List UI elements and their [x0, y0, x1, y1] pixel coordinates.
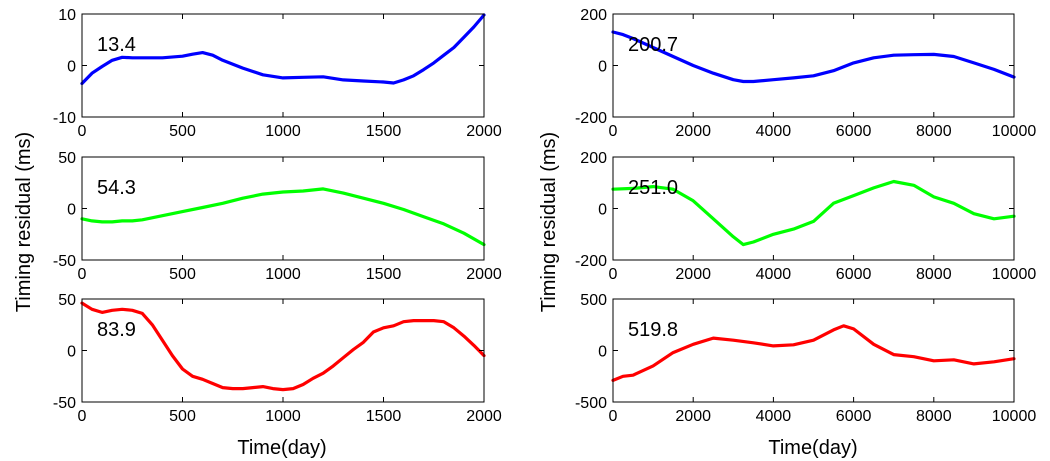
panel-annotation: 200.7 — [628, 34, 678, 56]
series-line-6-1 — [611, 324, 1016, 382]
axes-frame — [612, 298, 1015, 403]
panel-annotation: 83.9 — [97, 319, 136, 341]
x-tick-label: 6000 — [836, 123, 872, 140]
axes-frame — [612, 156, 1015, 261]
y-tick-label: -200 — [575, 253, 607, 270]
x-tick-label: 6000 — [836, 266, 872, 283]
x-tick-label: 8000 — [916, 123, 952, 140]
y-tick-label: 200 — [580, 7, 607, 24]
x-tick-label: 1000 — [265, 266, 301, 283]
x-tick-label: 0 — [609, 123, 618, 140]
x-tick-label: 8000 — [916, 408, 952, 425]
x-tick-label: 500 — [169, 123, 196, 140]
x-tick-label: 2000 — [675, 266, 711, 283]
y-tick-label: -50 — [53, 253, 76, 270]
series-line-3-1 — [80, 301, 486, 392]
x-tick-label: 1000 — [265, 123, 301, 140]
y-axis-label-left: Timing residual (ms) — [13, 132, 35, 312]
x-tick-label: 1000 — [265, 408, 301, 425]
x-tick-label: 1500 — [366, 408, 402, 425]
x-tick-label: 2000 — [466, 266, 502, 283]
y-tick-label: 0 — [598, 59, 607, 76]
x-tick-label: 0 — [78, 408, 87, 425]
y-tick-label: 50 — [58, 292, 76, 309]
series-line-4-1 — [611, 30, 1016, 84]
y-tick-label: 10 — [58, 7, 76, 24]
x-tick-label: 10000 — [992, 408, 1037, 425]
axes-frame — [612, 13, 1015, 118]
y-tick-label: 0 — [598, 344, 607, 361]
x-tick-label: 0 — [78, 266, 87, 283]
y-tick-label: 500 — [580, 292, 607, 309]
panel-annotation: 519.8 — [628, 319, 678, 341]
x-axis-label-right: Time(day) — [768, 437, 857, 459]
panel-annotation: 13.4 — [97, 34, 136, 56]
y-axis-label-right: Timing residual (ms) — [538, 132, 560, 312]
x-tick-label: 500 — [169, 408, 196, 425]
y-tick-label: -200 — [575, 110, 607, 127]
x-tick-label: 6000 — [836, 408, 872, 425]
x-tick-label: 0 — [78, 123, 87, 140]
x-tick-label: 2000 — [675, 408, 711, 425]
x-tick-label: 4000 — [756, 123, 792, 140]
y-tick-label: 200 — [580, 150, 607, 167]
x-tick-label: 2000 — [466, 123, 502, 140]
series-line-1-1 — [80, 13, 486, 86]
y-tick-label: 0 — [67, 59, 76, 76]
x-tick-label: 8000 — [916, 266, 952, 283]
y-tick-label: 0 — [67, 344, 76, 361]
y-tick-label: -10 — [53, 110, 76, 127]
series-line-5-1 — [611, 179, 1016, 247]
y-tick-label: 0 — [598, 202, 607, 219]
x-tick-label: 10000 — [992, 123, 1037, 140]
axes-frame — [81, 156, 485, 261]
y-tick-label: -500 — [575, 395, 607, 412]
x-tick-label: 500 — [169, 266, 196, 283]
x-tick-label: 4000 — [756, 408, 792, 425]
series-line-2-1 — [80, 187, 486, 247]
x-tick-label: 0 — [609, 266, 618, 283]
y-tick-label: -50 — [53, 395, 76, 412]
panel-annotation: 251.0 — [628, 177, 678, 199]
x-tick-label: 2000 — [466, 408, 502, 425]
x-tick-label: 4000 — [756, 266, 792, 283]
y-tick-label: 0 — [67, 202, 76, 219]
x-axis-label-left: Time(day) — [237, 437, 326, 459]
x-tick-label: 1500 — [366, 123, 402, 140]
x-tick-label: 1500 — [366, 266, 402, 283]
y-tick-label: 50 — [58, 150, 76, 167]
x-tick-label: 10000 — [992, 266, 1037, 283]
panel-annotation: 54.3 — [97, 177, 136, 199]
x-tick-label: 0 — [609, 408, 618, 425]
x-tick-label: 2000 — [675, 123, 711, 140]
axes-frame — [81, 13, 485, 118]
